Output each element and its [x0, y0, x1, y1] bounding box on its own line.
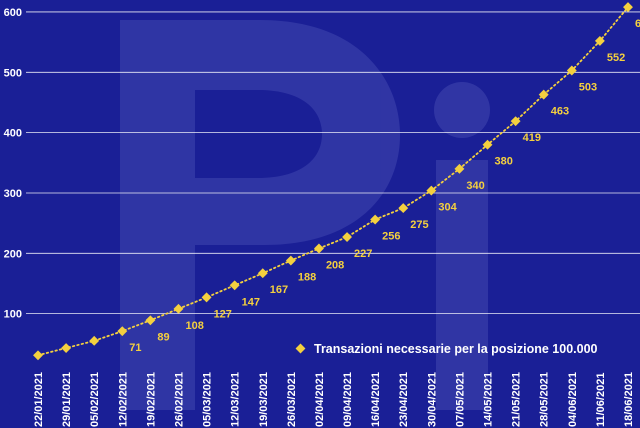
- data-label: 503: [579, 81, 597, 93]
- data-point: [370, 214, 381, 225]
- x-tick-label: 09/04/2021: [342, 372, 354, 427]
- data-point: [229, 280, 240, 291]
- pi-watermark-logo: [120, 20, 490, 410]
- x-tick-label: 05/03/2021: [202, 372, 214, 427]
- data-label: 380: [495, 156, 513, 168]
- data-point: [623, 2, 633, 13]
- x-tick-label: 07/05/2021: [454, 372, 466, 427]
- data-point: [257, 268, 268, 279]
- x-tick-label: 14/05/2021: [483, 372, 495, 427]
- data-label: 167: [270, 284, 288, 296]
- y-tick-label: 100: [4, 309, 22, 321]
- data-point: [285, 255, 296, 266]
- data-labels: 71 89 108 127 147 167 188 208 227 256 275 304 340 380…: [129, 18, 640, 354]
- x-tick-label: 26/03/2021: [286, 372, 298, 427]
- x-tick-label: 11/06/2021: [595, 373, 607, 427]
- x-tick-label: 26/02/2021: [173, 372, 185, 427]
- data-label: 147: [242, 296, 260, 308]
- y-tick-label: 400: [4, 128, 22, 140]
- data-point: [61, 343, 72, 354]
- legend: Transazioni necessarie per la posizione …: [295, 342, 598, 356]
- y-tick-label: 300: [4, 188, 22, 200]
- x-tick-label: 28/05/2021: [539, 372, 551, 427]
- data-point: [426, 185, 437, 196]
- data-label: 227: [354, 248, 372, 260]
- data-point: [566, 65, 577, 76]
- data-point: [454, 163, 465, 174]
- data-point: [145, 315, 156, 326]
- data-point: [89, 335, 100, 346]
- data-point: [482, 139, 493, 150]
- x-tick-label: 04/06/2021: [567, 372, 579, 427]
- y-tick-label: 500: [4, 67, 22, 79]
- data-label: 71: [129, 342, 141, 354]
- x-tick-label: 02/04/2021: [314, 372, 326, 427]
- data-point: [314, 243, 324, 254]
- data-label: 304: [438, 202, 457, 214]
- data-point: [201, 292, 212, 303]
- data-label: 208: [326, 259, 344, 271]
- data-label: 608: [635, 18, 640, 30]
- data-label: 340: [466, 180, 484, 192]
- x-tick-label: 05/02/2021: [89, 372, 101, 427]
- y-tick-label: 600: [4, 7, 22, 19]
- x-tick-label: 23/04/2021: [398, 372, 410, 427]
- data-label: 256: [382, 231, 400, 243]
- x-tick-label: 18/06/2021: [623, 372, 635, 427]
- series-line-path: [37, 6, 629, 357]
- legend-marker: [295, 343, 306, 354]
- x-tick-label: 21/05/2021: [511, 372, 523, 427]
- x-tick-label: 12/03/2021: [230, 372, 242, 427]
- data-point: [398, 203, 409, 214]
- x-tick-label: 22/01/2021: [33, 372, 45, 427]
- series-line: [37, 6, 629, 357]
- data-point: [594, 35, 605, 46]
- data-label: 188: [298, 272, 316, 284]
- data-label: 89: [157, 331, 169, 343]
- y-axis: 100 200 300 400 500 600: [4, 7, 22, 321]
- data-point: [510, 116, 521, 127]
- data-label: 127: [214, 308, 232, 320]
- y-tick-label: 200: [4, 248, 22, 260]
- data-point: [173, 303, 184, 314]
- data-label: 275: [410, 219, 428, 231]
- x-tick-label: 29/01/2021: [61, 372, 73, 427]
- data-label: 108: [185, 320, 203, 332]
- data-label: 419: [523, 132, 541, 144]
- data-point: [33, 350, 43, 361]
- gridlines: [26, 11, 640, 315]
- x-tick-label: 16/04/2021: [370, 372, 382, 427]
- x-tick-label: 19/03/2021: [258, 372, 270, 427]
- x-tick-label: 12/02/2021: [117, 372, 129, 427]
- data-point: [342, 232, 352, 242]
- x-tick-label: 30/04/2021: [426, 372, 438, 427]
- x-tick-label: 19/02/2021: [145, 372, 157, 427]
- legend-label: Transazioni necessarie per la posizione …: [314, 342, 598, 356]
- data-point: [538, 89, 549, 100]
- x-axis: 22/01/2021 29/01/2021 05/02/2021 12/02/2021…: [33, 372, 635, 427]
- data-label: 463: [551, 106, 569, 118]
- data-label: 552: [607, 52, 625, 64]
